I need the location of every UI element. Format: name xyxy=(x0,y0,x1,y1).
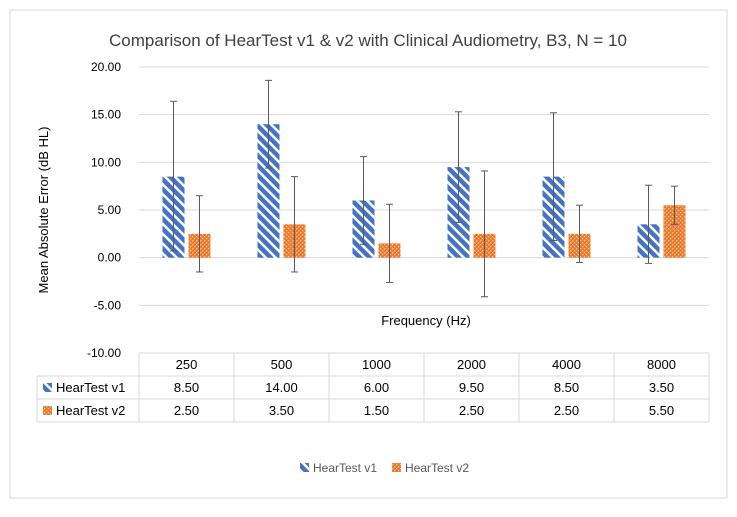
table-value: 2.50 xyxy=(174,403,199,418)
table-value: 3.50 xyxy=(269,403,294,418)
table-value: 5.50 xyxy=(649,403,674,418)
y-tick-label: -10.00 xyxy=(87,346,121,360)
x-axis-label: Frequency (Hz) xyxy=(381,313,471,328)
table-value: 2.50 xyxy=(554,403,579,418)
table-value: 3.50 xyxy=(649,380,674,395)
table-value: 9.50 xyxy=(459,380,484,395)
table-legend-key xyxy=(43,383,52,392)
y-tick-label: 15.00 xyxy=(91,108,121,122)
bar-v1 xyxy=(257,124,280,258)
y-axis-label: Mean Absolute Error (dB HL) xyxy=(36,127,51,294)
table-value: 1.50 xyxy=(364,403,389,418)
error-bars xyxy=(170,79,678,298)
table-value: 8.50 xyxy=(554,380,579,395)
x-tick-label: 2000 xyxy=(457,357,486,372)
table-legend-key xyxy=(43,406,52,415)
x-tick-label: 250 xyxy=(176,357,198,372)
y-tick-label: 10.00 xyxy=(91,155,121,169)
table-value: 2.50 xyxy=(459,403,484,418)
x-tick-label: 1000 xyxy=(362,357,391,372)
legend-key xyxy=(300,463,309,472)
data-table: 250 500 1000 2000 4000 8000 HearTest v1 8.50 14.… xyxy=(36,352,710,423)
legend: HearTest v1 HearTest v2 xyxy=(300,461,469,475)
legend-label: HearTest v1 xyxy=(313,461,377,475)
x-tick-label: 500 xyxy=(271,357,293,372)
legend-label: HearTest v2 xyxy=(405,461,469,475)
table-value: 6.00 xyxy=(364,380,389,395)
y-tick-label: 20.00 xyxy=(91,60,121,74)
x-tick-label: 4000 xyxy=(552,357,581,372)
y-tick-label: -5.00 xyxy=(94,298,122,312)
chart-title: Comparison of HearTest v1 & v2 with Clin… xyxy=(109,31,627,50)
table-value: 8.50 xyxy=(174,380,199,395)
table-value: 14.00 xyxy=(265,380,298,395)
bars xyxy=(162,124,686,258)
y-axis-ticks: 20.00 15.00 10.00 5.00 0.00 -5.00 -10.00 xyxy=(87,60,121,360)
y-tick-label: 5.00 xyxy=(98,203,122,217)
y-tick-label: 0.00 xyxy=(98,251,122,265)
table-series-name: HearTest v2 xyxy=(56,403,125,418)
bar-v2 xyxy=(663,205,686,258)
legend-key xyxy=(392,463,401,472)
table-series-name: HearTest v1 xyxy=(56,380,125,395)
x-tick-label: 8000 xyxy=(647,357,676,372)
